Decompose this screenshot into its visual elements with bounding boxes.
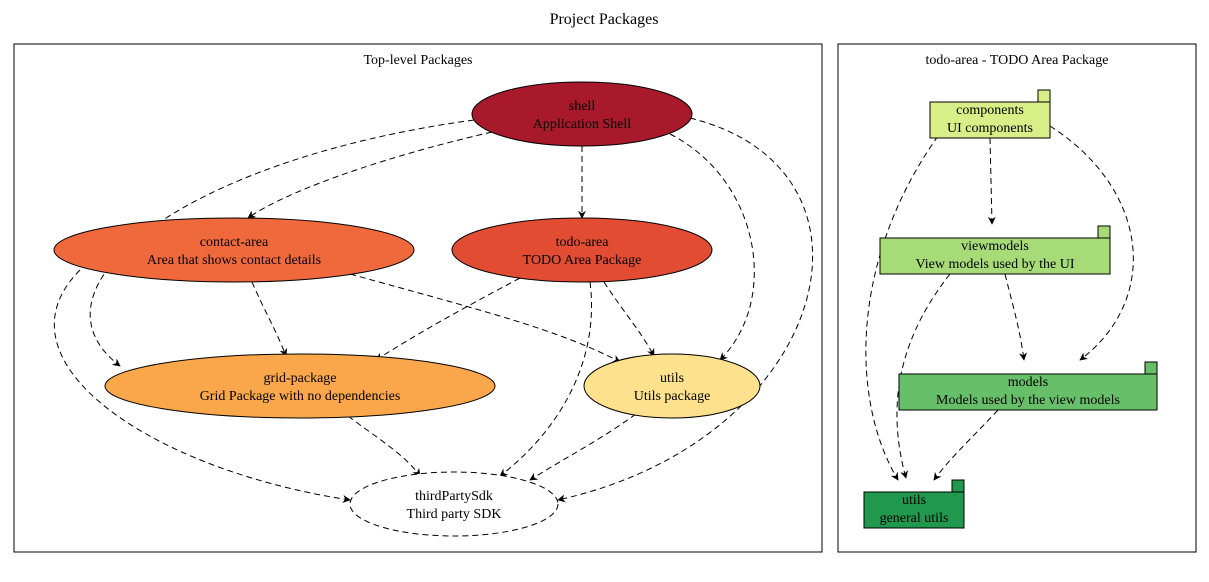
node-todo-area: todo-area TODO Area Package: [452, 218, 712, 282]
node-label1-components: components: [956, 103, 1024, 118]
edge-shell-to-thirdPartySdk: [558, 118, 813, 500]
edge-todo-area-to-grid-package: [376, 278, 520, 360]
node-label2-viewmodels: View models used by the UI: [916, 257, 1075, 272]
node-label2-utils-todo: general utils: [880, 511, 949, 526]
node-contact-area: contact-area Area that shows contact deta…: [54, 218, 414, 282]
node-components: components UI components: [930, 90, 1050, 138]
node-label1-thirdPartySdk: thirdPartySdk: [415, 489, 493, 504]
edges-layer: [54, 118, 1133, 500]
edge-utils-top-to-thirdPartySdk: [530, 414, 636, 480]
node-label2-shell: Application Shell: [533, 117, 631, 132]
node-label2-models: Models used by the view models: [936, 393, 1120, 408]
edge-contact-area-to-grid-package: [252, 282, 286, 356]
node-models: models Models used by the view models: [899, 362, 1157, 410]
node-label2-components: UI components: [947, 121, 1033, 136]
cluster-label-todo: todo-area - TODO Area Package: [926, 53, 1109, 68]
node-label2-thirdPartySdk: Third party SDK: [407, 507, 502, 522]
node-viewmodels: viewmodels View models used by the UI: [880, 226, 1110, 274]
node-utils-todo: utils general utils: [864, 480, 964, 528]
nodes-layer: shell Application Shell contact-area Area t…: [54, 82, 1157, 536]
node-label1-todo-area: todo-area: [556, 235, 610, 250]
edge-models-to-utils-todo: [934, 410, 998, 480]
node-thirdPartySdk: thirdPartySdk Third party SDK: [350, 472, 558, 536]
node-label2-todo-area: TODO Area Package: [523, 253, 642, 268]
node-label2-grid-package: Grid Package with no dependencies: [200, 389, 401, 404]
diagram-title: Project Packages: [550, 11, 659, 28]
node-label1-utils-todo: utils: [902, 493, 926, 508]
node-label1-contact-area: contact-area: [200, 235, 269, 250]
node-label1-shell: shell: [569, 99, 596, 114]
node-utils-top: utils Utils package: [584, 354, 760, 418]
edge-shell-to-contact-area: [248, 132, 492, 218]
node-label1-grid-package: grid-package: [263, 371, 336, 386]
edge-grid-package-to-thirdPartySdk: [348, 416, 420, 476]
edge-viewmodels-to-models: [1005, 274, 1024, 360]
edge-components-to-viewmodels: [990, 138, 992, 224]
node-label1-models: models: [1008, 375, 1048, 390]
node-grid-package: grid-package Grid Package with no depende…: [105, 354, 495, 418]
node-label1-utils-top: utils: [660, 371, 684, 386]
edge-contact-area-to-utils-top: [350, 274, 620, 362]
edge-todo-area-to-thirdPartySdk: [500, 282, 592, 476]
cluster-label-top: Top-level Packages: [363, 53, 472, 68]
node-label2-utils-top: Utils package: [634, 389, 711, 404]
node-label2-contact-area: Area that shows contact details: [147, 253, 321, 268]
node-label1-viewmodels: viewmodels: [961, 239, 1029, 254]
edge-todo-area-to-utils-top: [604, 282, 654, 356]
diagram-canvas: Project Packages Top-level Packages todo-…: [0, 0, 1209, 582]
node-shell: shell Application Shell: [472, 82, 692, 146]
